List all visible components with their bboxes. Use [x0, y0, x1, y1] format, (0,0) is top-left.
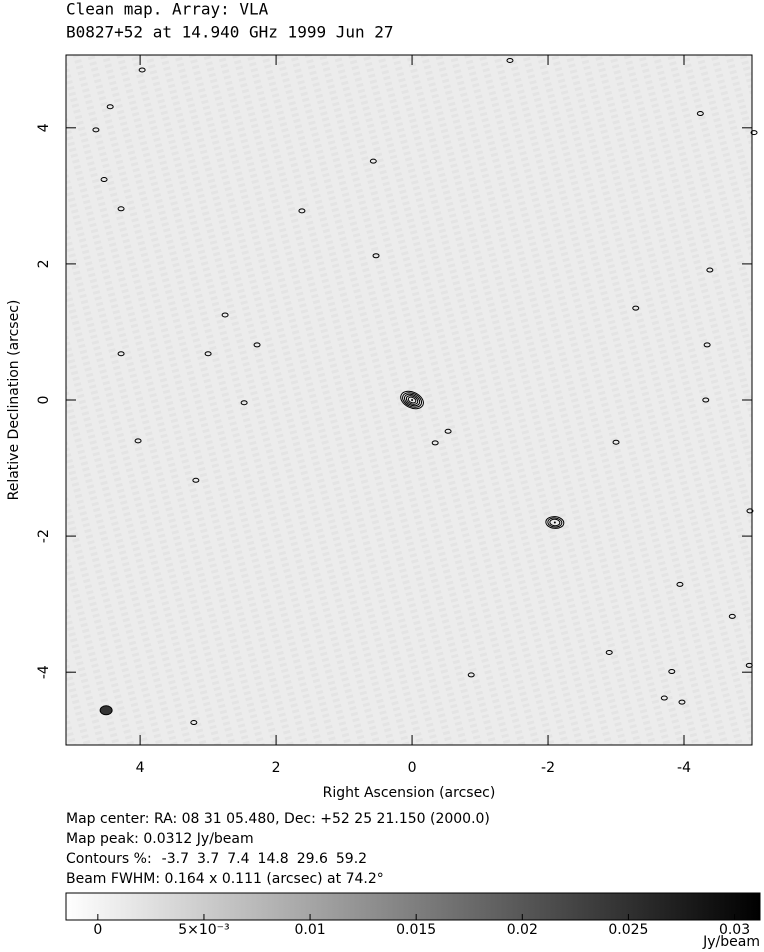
beam: [99, 705, 113, 716]
beam-text: Beam FWHM: 0.164 x 0.111 (arcsec) at 74.…: [66, 871, 384, 887]
y-axis-label: Relative Declination (arcsec): [6, 300, 22, 501]
colorbar-tick-label: 0.025: [608, 922, 648, 938]
noise-contour: [253, 342, 261, 348]
y-tick-label: -4: [36, 665, 52, 679]
contours-label: Contours %:: [66, 851, 152, 867]
contour-level: 7.4: [227, 851, 249, 867]
info-line: Map peak: 0.0312 Jy/beam: [66, 831, 254, 847]
y-tick-label: -2: [36, 529, 52, 543]
colorbar-tick-label: 5×10⁻³: [178, 922, 229, 938]
noise-contour: [221, 312, 229, 318]
noise-contour: [676, 581, 684, 587]
noise-contour: [431, 440, 439, 446]
x-tick-label: 4: [136, 760, 145, 776]
noise-contour: [745, 662, 753, 668]
source-center: [553, 521, 556, 524]
x-tick-label: -2: [541, 760, 555, 776]
noise-contour: [100, 177, 108, 183]
noise-contour: [728, 613, 736, 619]
plot-area: [65, 54, 753, 746]
info-line: Map center: RA: 08 31 05.480, Dec: +52 2…: [66, 811, 490, 827]
contour-ring: [549, 518, 561, 527]
noise-contour: [138, 67, 146, 73]
contour-ring: [405, 395, 419, 405]
colorbar-tick-label: 0.02: [507, 922, 538, 938]
noise-contour: [92, 127, 100, 133]
contour-level: 29.6: [297, 851, 328, 867]
noise-contour: [750, 130, 758, 136]
x-axis-label: Right Ascension (arcsec): [323, 785, 496, 801]
noise-contour: [117, 351, 125, 357]
colorbar: [65, 892, 761, 921]
noise-contour: [204, 351, 212, 357]
contour-ring: [407, 396, 417, 404]
colorbar-tick-label: 0.03: [719, 922, 750, 938]
contour-ring: [545, 516, 565, 529]
chart-title: Clean map. Array: VLA: [66, 0, 269, 19]
contour-ring: [402, 392, 423, 408]
noise-contour: [298, 208, 306, 214]
contour-ring: [547, 517, 563, 528]
noise-contour: [706, 267, 714, 273]
colorbar-unit: Jy/beam: [702, 934, 760, 950]
noise-contour: [605, 649, 613, 655]
noise-contour: [467, 672, 475, 678]
noise-contour: [678, 699, 686, 705]
noise-contour: [190, 720, 198, 726]
noise-contour: [506, 57, 514, 63]
contour-level: 3.7: [197, 851, 219, 867]
chart-subtitle: B0827+52 at 14.940 GHz 1999 Jun 27: [66, 23, 394, 42]
colorbar-tick-label: 0.01: [294, 922, 325, 938]
noise-contour: [240, 400, 248, 406]
colorbar-tick-label: 0.015: [396, 922, 436, 938]
noise-contour: [612, 439, 620, 445]
colorbar-tick-label: 0: [93, 922, 102, 938]
noise-contour: [668, 669, 676, 675]
noise-contour: [369, 158, 377, 164]
source-center: [411, 399, 414, 401]
y-tick-label: 0: [36, 396, 52, 405]
noise-contour: [703, 342, 711, 348]
contour-level: -3.7: [162, 851, 189, 867]
x-tick-label: 0: [408, 760, 417, 776]
noise-contour: [106, 104, 114, 110]
noise-contour: [696, 111, 704, 117]
y-tick-label: 4: [36, 123, 52, 132]
noise-contour: [134, 438, 142, 444]
noise-contour: [444, 428, 452, 434]
noise-contour: [746, 508, 754, 514]
x-tick-label: 2: [272, 760, 281, 776]
contour-level: 59.2: [336, 851, 367, 867]
y-tick-label: 2: [36, 259, 52, 268]
noise-contour: [192, 477, 200, 483]
noise-contour: [660, 695, 668, 701]
contour-ring: [400, 390, 424, 410]
contour-ring: [403, 393, 421, 407]
contour-level: 14.8: [258, 851, 289, 867]
noise-contour: [117, 206, 125, 212]
x-tick-label: -4: [677, 760, 691, 776]
noise-contour: [372, 253, 380, 259]
noise-contour: [632, 305, 640, 311]
noise-contour: [702, 397, 710, 403]
